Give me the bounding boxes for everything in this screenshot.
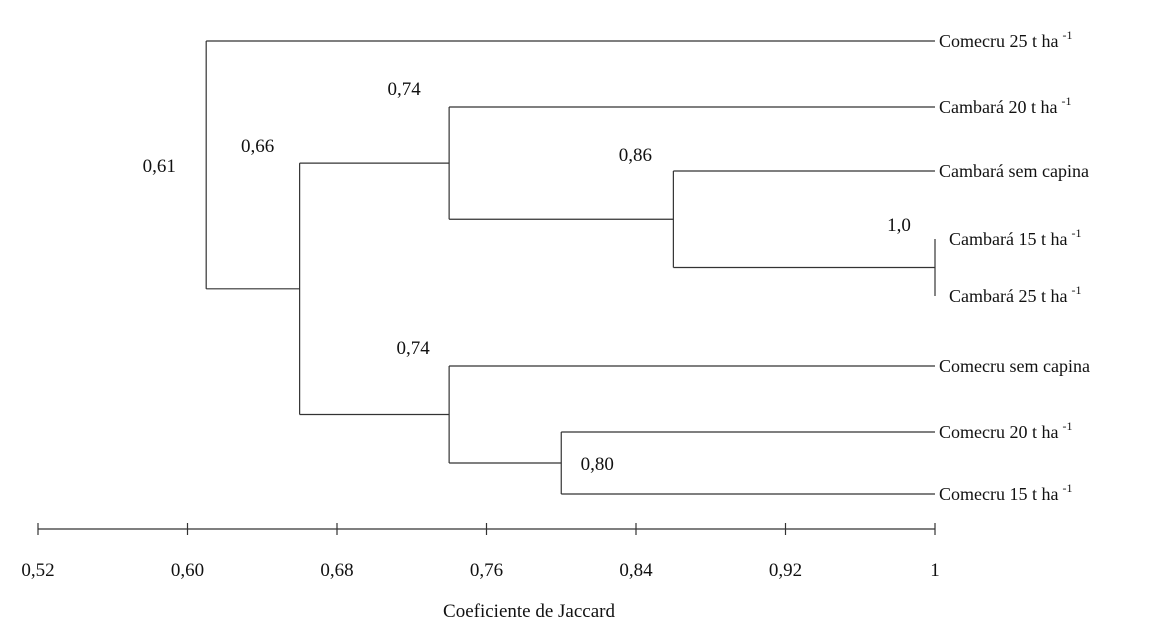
leaf-label-7: Comecru 15 t ha -1 xyxy=(939,481,1072,504)
leaf-label-superscript: -1 xyxy=(1071,283,1081,297)
x-axis-title: Coeficiente de Jaccard xyxy=(443,601,615,622)
x-tick-label-2: 0,68 xyxy=(320,560,353,581)
node-label-n2: 0,86 xyxy=(619,145,652,166)
leaf-label-6: Comecru 20 t ha -1 xyxy=(939,419,1072,442)
leaf-label-4: Cambará 25 t ha -1 xyxy=(949,283,1081,306)
node-similarity-labels: 1,0 0,86 0,74 0,80 0,74 0,66 0,61 xyxy=(143,79,911,475)
leaf-label-0: Comecru 25 t ha -1 xyxy=(939,28,1072,51)
node-label-n3: 0,74 xyxy=(388,79,422,100)
node-label-n6: 0,66 xyxy=(241,136,274,157)
x-tick-label-5: 0,92 xyxy=(769,560,802,581)
leaf-label-superscript: -1 xyxy=(1062,481,1072,495)
leaf-label-3: Cambará 15 t ha -1 xyxy=(949,226,1081,249)
node-label-n5: 0,74 xyxy=(397,338,431,359)
leaf-label-superscript: -1 xyxy=(1062,419,1072,433)
node-label-n1: 1,0 xyxy=(887,215,911,236)
x-tick-label-0: 0,52 xyxy=(21,560,54,581)
leaf-label-superscript: -1 xyxy=(1061,94,1071,108)
x-tick-label-3: 0,76 xyxy=(470,560,503,581)
node-label-n4: 0,80 xyxy=(581,454,614,475)
node-label-n7: 0,61 xyxy=(143,156,176,177)
leaf-label-2: Cambará sem capina xyxy=(939,161,1089,181)
dendrogram-tree xyxy=(205,40,936,495)
x-tick-label-1: 0,60 xyxy=(171,560,204,581)
x-tick-label-6: 1 xyxy=(930,560,940,581)
leaf-labels: Comecru 25 t ha -1 Cambará 20 t ha -1 Cambar… xyxy=(939,28,1090,504)
x-axis: 0,52 0,60 0,68 0,76 0,84 0,92 1 xyxy=(21,523,940,581)
leaf-label-superscript: -1 xyxy=(1062,28,1072,42)
leaf-label-superscript: -1 xyxy=(1071,226,1081,240)
leaf-label-5: Comecru sem capina xyxy=(939,356,1090,376)
leaf-label-1: Cambará 20 t ha -1 xyxy=(939,94,1071,117)
x-tick-label-4: 0,84 xyxy=(619,560,653,581)
